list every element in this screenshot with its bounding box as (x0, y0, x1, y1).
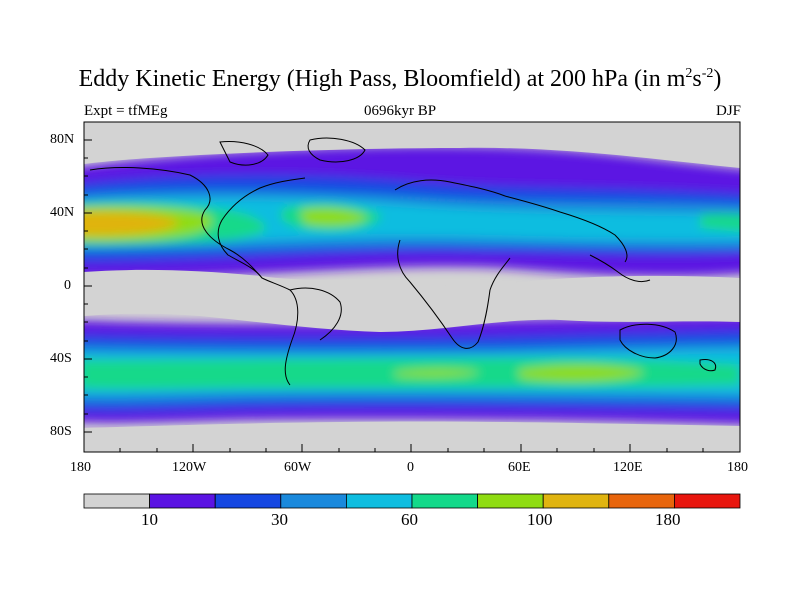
colorbar-swatch (608, 493, 675, 509)
colorbar-label: 60 (401, 510, 418, 529)
lon-tick-label: 60E (508, 460, 531, 475)
colorbar-swatch (280, 493, 347, 509)
colorbar-swatch (542, 493, 610, 509)
colorbar-label: 180 (655, 510, 681, 529)
colorbar-swatch (214, 493, 282, 509)
colorbar-swatch (149, 493, 216, 509)
lon-tick-label: 0 (407, 460, 414, 475)
coastlines (89, 137, 717, 386)
energy-field (84, 122, 740, 452)
time-label: 0696kyr BP (363, 103, 437, 119)
colorbar (83, 493, 741, 509)
season-label: DJF (715, 103, 741, 119)
colorbar-swatch (83, 493, 150, 509)
colorbar-swatch (411, 493, 478, 509)
lat-tick-label: 40S (50, 351, 72, 366)
colorbar-label: 30 (271, 510, 288, 529)
colorbar-label: 100 (527, 510, 553, 529)
colorbar-swatch (674, 493, 741, 509)
lat-tick-label: 80S (50, 424, 72, 439)
lon-tick-label: 120W (172, 460, 207, 475)
colorbar-label: 10 (141, 510, 158, 529)
colorbar-swatch (477, 493, 544, 509)
map-title: Eddy Kinetic Energy (High Pass, Bloomfie… (78, 66, 722, 92)
lon-ticks (119, 444, 704, 452)
lat-tick-label: 40N (50, 205, 75, 220)
map-frame (83, 121, 741, 453)
lat-tick-label: 0 (64, 278, 71, 293)
lon-tick-label: 120E (613, 460, 643, 475)
lon-tick-label: 180 (70, 460, 91, 475)
experiment-label: Expt = tfMEg (84, 103, 168, 119)
lon-tick-label: 180 (727, 460, 748, 475)
lat-ticks (84, 139, 92, 433)
lat-tick-label: 80N (50, 132, 75, 147)
lon-tick-label: 60W (284, 460, 312, 475)
colorbar-swatch (345, 493, 413, 509)
